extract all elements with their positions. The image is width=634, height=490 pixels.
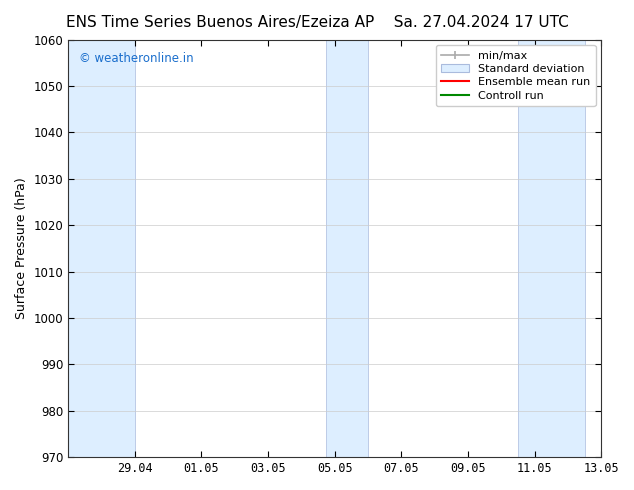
- Legend: min/max, Standard deviation, Ensemble mean run, Controll run: min/max, Standard deviation, Ensemble me…: [436, 45, 595, 106]
- Bar: [518, 40, 585, 457]
- Bar: [68, 40, 135, 457]
- Y-axis label: Surface Pressure (hPa): Surface Pressure (hPa): [15, 177, 28, 319]
- Text: © weatheronline.in: © weatheronline.in: [79, 52, 193, 65]
- Text: ENS Time Series Buenos Aires/Ezeiza AP    Sa. 27.04.2024 17 UTC: ENS Time Series Buenos Aires/Ezeiza AP S…: [66, 15, 568, 30]
- Bar: [327, 40, 368, 457]
